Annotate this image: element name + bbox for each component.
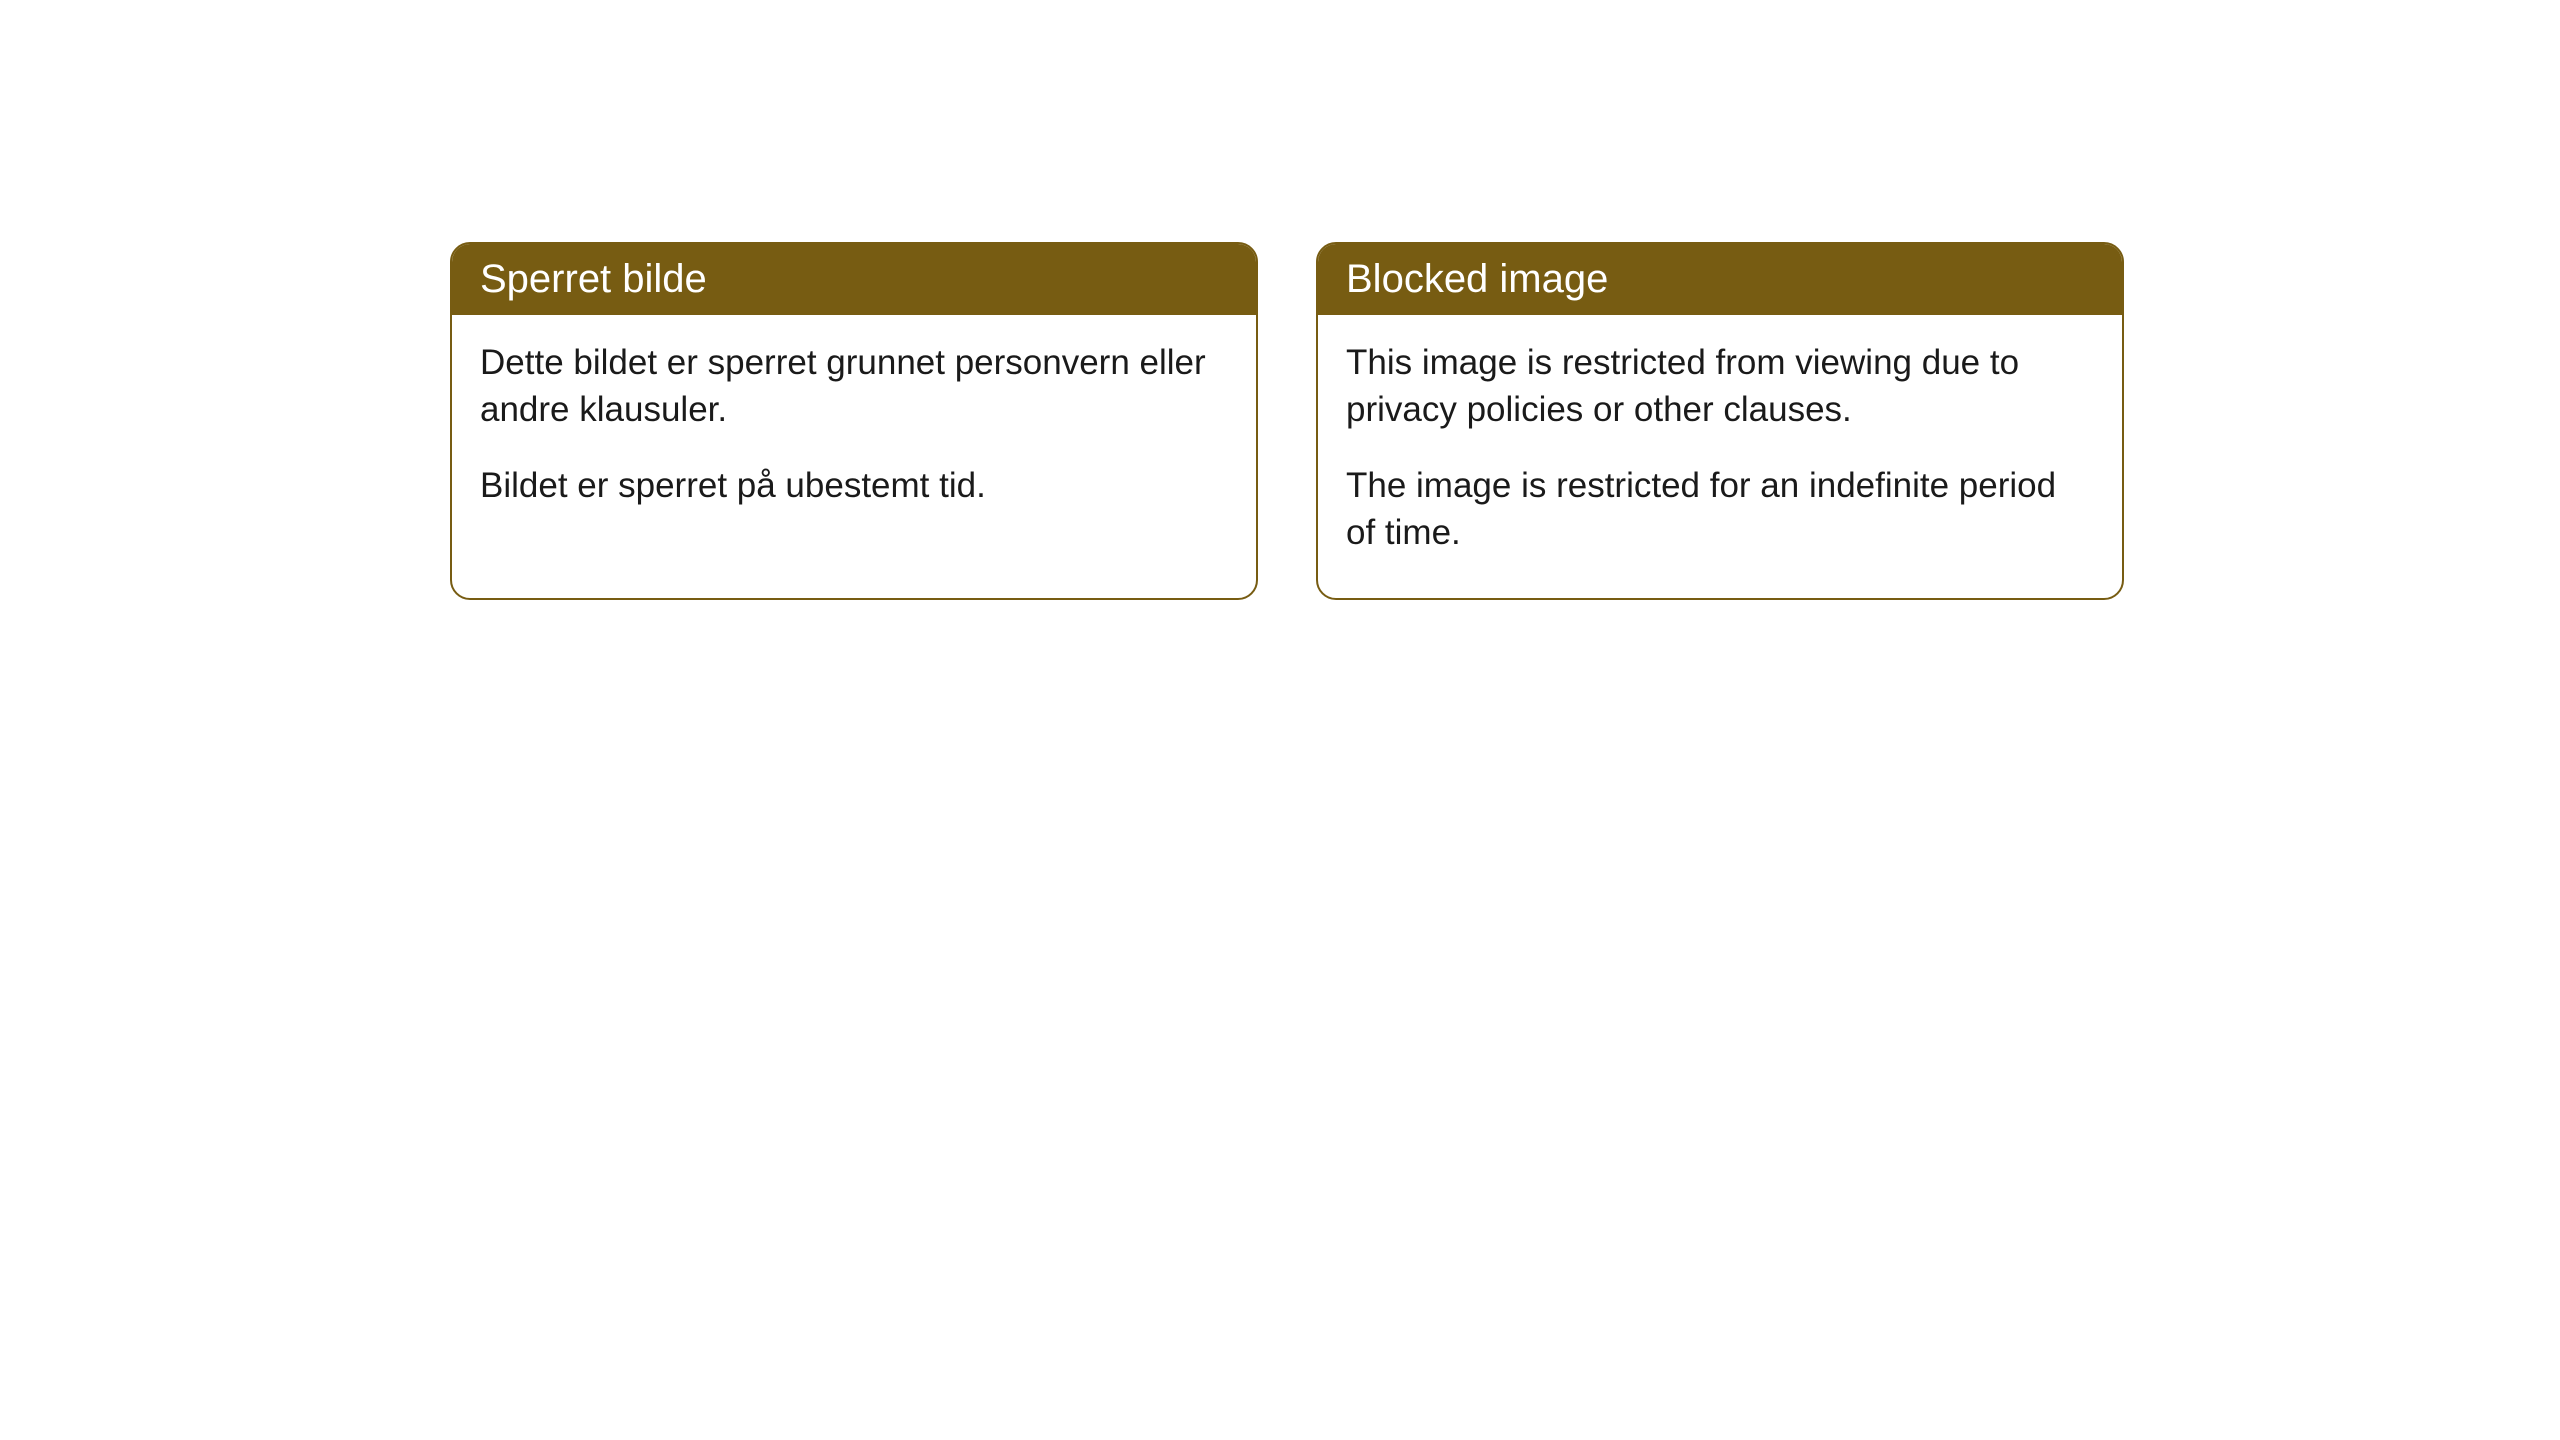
card-body-norwegian: Dette bildet er sperret grunnet personve… [452,315,1256,551]
card-paragraph-1-norwegian: Dette bildet er sperret grunnet personve… [480,339,1228,434]
card-header-norwegian: Sperret bilde [452,244,1256,315]
card-body-english: This image is restricted from viewing du… [1318,315,2122,598]
card-paragraph-2-english: The image is restricted for an indefinit… [1346,462,2094,557]
notice-cards-container: Sperret bilde Dette bildet er sperret gr… [450,242,2124,600]
notice-card-english: Blocked image This image is restricted f… [1316,242,2124,600]
card-paragraph-2-norwegian: Bildet er sperret på ubestemt tid. [480,462,1228,509]
card-paragraph-1-english: This image is restricted from viewing du… [1346,339,2094,434]
notice-card-norwegian: Sperret bilde Dette bildet er sperret gr… [450,242,1258,600]
card-header-english: Blocked image [1318,244,2122,315]
